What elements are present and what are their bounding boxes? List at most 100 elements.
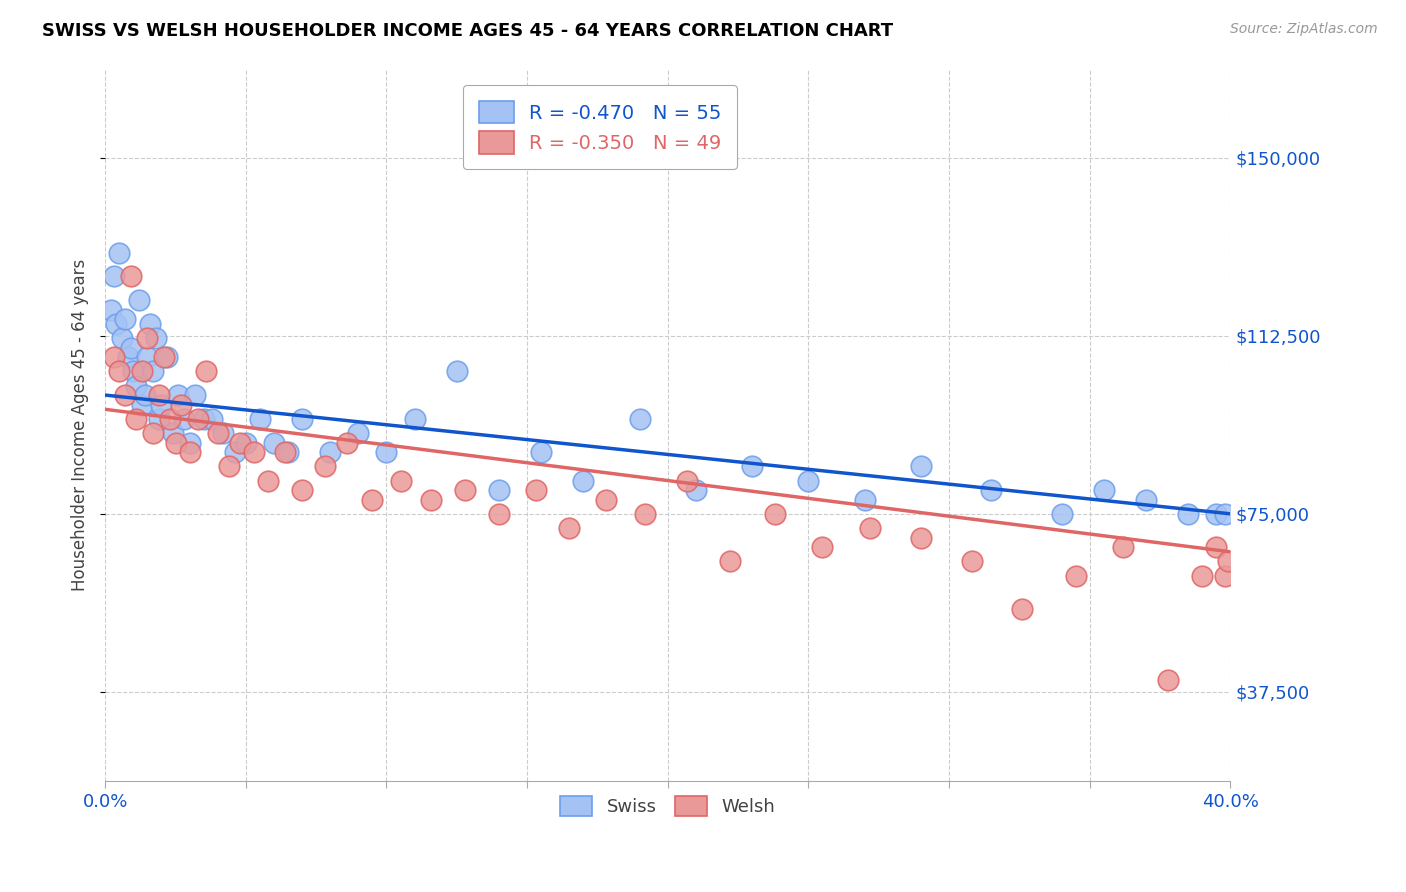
- Point: [1064, 568, 1087, 582]
- Y-axis label: Householder Income Ages 45 - 64 years: Householder Income Ages 45 - 64 years: [72, 259, 89, 591]
- Point: [1177, 507, 1199, 521]
- Point: [319, 445, 342, 459]
- Point: [187, 412, 209, 426]
- Point: [1050, 507, 1073, 521]
- Point: [685, 483, 707, 497]
- Point: [420, 492, 443, 507]
- Point: [910, 459, 932, 474]
- Point: [162, 426, 184, 441]
- Point: [243, 445, 266, 459]
- Point: [1135, 492, 1157, 507]
- Point: [150, 398, 173, 412]
- Point: [179, 435, 201, 450]
- Point: [1213, 507, 1236, 521]
- Point: [136, 350, 159, 364]
- Point: [446, 364, 468, 378]
- Point: [811, 540, 834, 554]
- Point: [153, 350, 176, 364]
- Point: [347, 426, 370, 441]
- Legend: Swiss, Welsh: Swiss, Welsh: [551, 787, 785, 825]
- Point: [454, 483, 477, 497]
- Point: [218, 459, 240, 474]
- Point: [249, 412, 271, 426]
- Point: [274, 445, 297, 459]
- Point: [173, 412, 195, 426]
- Point: [165, 435, 187, 450]
- Point: [167, 388, 190, 402]
- Point: [212, 426, 235, 441]
- Point: [145, 331, 167, 345]
- Point: [572, 474, 595, 488]
- Point: [1092, 483, 1115, 497]
- Point: [1191, 568, 1213, 582]
- Point: [375, 445, 398, 459]
- Point: [797, 474, 820, 488]
- Point: [114, 388, 136, 402]
- Point: [100, 302, 122, 317]
- Point: [676, 474, 699, 488]
- Point: [558, 521, 581, 535]
- Point: [718, 554, 741, 568]
- Point: [859, 521, 882, 535]
- Point: [336, 435, 359, 450]
- Point: [156, 350, 179, 364]
- Text: SWISS VS WELSH HOUSEHOLDER INCOME AGES 45 - 64 YEARS CORRELATION CHART: SWISS VS WELSH HOUSEHOLDER INCOME AGES 4…: [42, 22, 893, 40]
- Point: [488, 507, 510, 521]
- Point: [184, 388, 207, 402]
- Point: [142, 426, 165, 441]
- Point: [148, 388, 170, 402]
- Point: [170, 398, 193, 412]
- Point: [291, 483, 314, 497]
- Point: [108, 245, 131, 260]
- Point: [910, 531, 932, 545]
- Point: [488, 483, 510, 497]
- Point: [634, 507, 657, 521]
- Point: [120, 341, 142, 355]
- Point: [530, 445, 553, 459]
- Point: [125, 378, 148, 392]
- Point: [125, 412, 148, 426]
- Point: [103, 350, 125, 364]
- Point: [277, 445, 299, 459]
- Point: [139, 317, 162, 331]
- Point: [103, 269, 125, 284]
- Point: [207, 426, 229, 441]
- Point: [853, 492, 876, 507]
- Point: [291, 412, 314, 426]
- Point: [229, 435, 252, 450]
- Text: Source: ZipAtlas.com: Source: ZipAtlas.com: [1230, 22, 1378, 37]
- Point: [314, 459, 336, 474]
- Point: [159, 412, 181, 426]
- Point: [263, 435, 285, 450]
- Point: [131, 398, 153, 412]
- Point: [142, 364, 165, 378]
- Point: [131, 364, 153, 378]
- Point: [122, 364, 145, 378]
- Point: [1157, 673, 1180, 687]
- Point: [1205, 507, 1227, 521]
- Point: [193, 412, 215, 426]
- Point: [179, 445, 201, 459]
- Point: [201, 412, 224, 426]
- Point: [524, 483, 547, 497]
- Point: [128, 293, 150, 307]
- Point: [134, 388, 156, 402]
- Point: [148, 412, 170, 426]
- Point: [595, 492, 617, 507]
- Point: [763, 507, 786, 521]
- Point: [980, 483, 1002, 497]
- Point: [105, 317, 128, 331]
- Point: [111, 331, 134, 345]
- Point: [224, 445, 246, 459]
- Point: [1112, 540, 1135, 554]
- Point: [361, 492, 384, 507]
- Point: [404, 412, 426, 426]
- Point: [114, 312, 136, 326]
- Point: [108, 364, 131, 378]
- Point: [389, 474, 412, 488]
- Point: [960, 554, 983, 568]
- Point: [1205, 540, 1227, 554]
- Point: [1011, 602, 1033, 616]
- Point: [257, 474, 280, 488]
- Point: [117, 350, 139, 364]
